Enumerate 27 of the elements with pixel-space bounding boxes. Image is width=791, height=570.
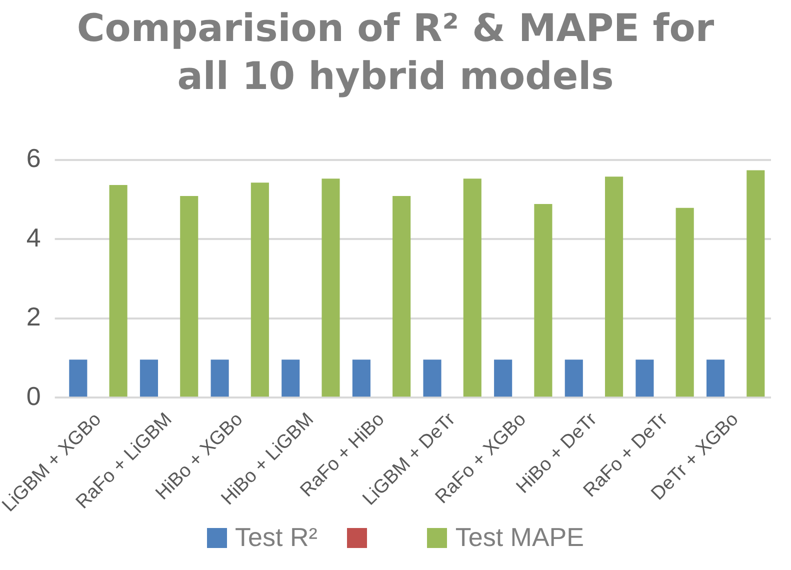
- legend-label: Test R²: [235, 522, 318, 553]
- bar: [463, 178, 482, 397]
- bar: [604, 176, 624, 397]
- bar: [322, 178, 340, 397]
- bar: [352, 360, 370, 397]
- bar: [250, 182, 269, 397]
- chart-title: Comparision of R² & MAPE for all 10 hybrid models: [76, 5, 716, 100]
- bar: [564, 360, 583, 397]
- bar: [282, 360, 300, 397]
- bar: [534, 204, 552, 397]
- bar: [706, 360, 725, 397]
- bar: [494, 360, 512, 397]
- y-tick-label: 6: [26, 143, 41, 174]
- y-tick-label: 2: [26, 302, 41, 332]
- legend-label: Test MAPE: [455, 522, 584, 553]
- bar: [69, 360, 88, 397]
- bar: [210, 360, 229, 397]
- y-tick-label: 0: [26, 380, 41, 411]
- bar: [140, 360, 158, 397]
- y-tick-label: 4: [26, 222, 41, 252]
- bar: [180, 196, 198, 397]
- bar: [676, 208, 694, 397]
- bar: [423, 360, 442, 397]
- bar: [109, 184, 128, 397]
- bar: [392, 196, 411, 397]
- bar: [746, 170, 765, 397]
- bar: [636, 360, 654, 397]
